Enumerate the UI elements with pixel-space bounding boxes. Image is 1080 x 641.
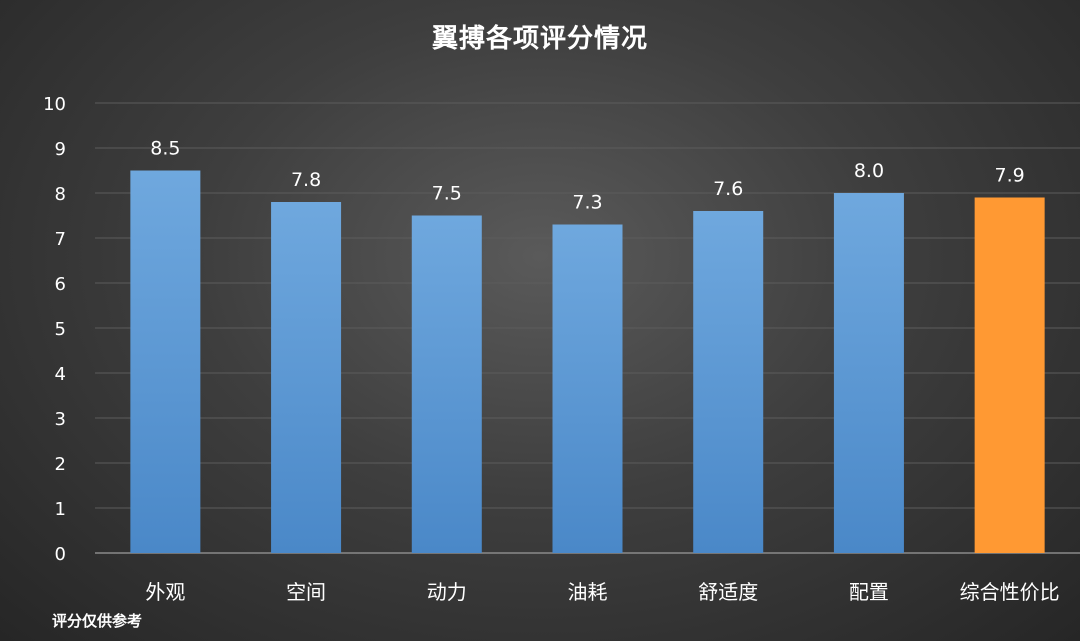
y-axis-ticks: 0 1 2 3 4 5 6 7 8 9 10	[43, 94, 66, 565]
y-tick-label: 2	[55, 454, 66, 475]
bar-1	[130, 170, 201, 553]
data-labels: 8.5 7.8 7.5 7.3 7.6 8.0 7.9	[150, 138, 1025, 214]
y-tick-label: 5	[55, 319, 66, 340]
data-label: 8.0	[854, 160, 884, 182]
x-axis-categories: 外观 空间 动力 油耗 舒适度 配置 综合性价比	[145, 580, 1059, 604]
data-label: 7.3	[572, 192, 602, 214]
x-category-label: 舒适度	[698, 580, 758, 604]
bar-2	[271, 202, 342, 553]
bar-6	[833, 193, 904, 553]
y-tick-label: 8	[55, 184, 66, 205]
x-category-label: 空间	[286, 580, 326, 604]
y-tick-label: 1	[55, 499, 66, 520]
bar-3	[411, 215, 482, 553]
bar-7	[974, 197, 1045, 553]
data-label: 7.9	[995, 165, 1025, 187]
x-category-label: 外观	[145, 580, 185, 604]
y-tick-label: 0	[55, 544, 66, 565]
chart-title: 翼搏各项评分情况	[431, 24, 648, 54]
x-category-label: 油耗	[568, 580, 608, 604]
data-label: 7.6	[713, 178, 743, 200]
x-category-label: 动力	[427, 580, 467, 604]
y-tick-label: 3	[55, 409, 66, 430]
footnote: 评分仅供参考	[52, 612, 143, 630]
x-category-label: 综合性价比	[960, 580, 1060, 604]
data-label: 8.5	[150, 138, 180, 160]
y-tick-label: 7	[55, 229, 66, 250]
bar-5	[693, 211, 764, 553]
y-tick-label: 6	[55, 274, 66, 295]
x-category-label: 配置	[849, 580, 889, 604]
data-label: 7.5	[432, 183, 462, 205]
y-tick-label: 9	[55, 139, 66, 160]
bar-4	[552, 224, 623, 553]
bars	[130, 170, 1045, 553]
data-label: 7.8	[291, 169, 321, 191]
y-tick-label: 10	[43, 94, 66, 115]
y-tick-label: 4	[55, 364, 66, 385]
